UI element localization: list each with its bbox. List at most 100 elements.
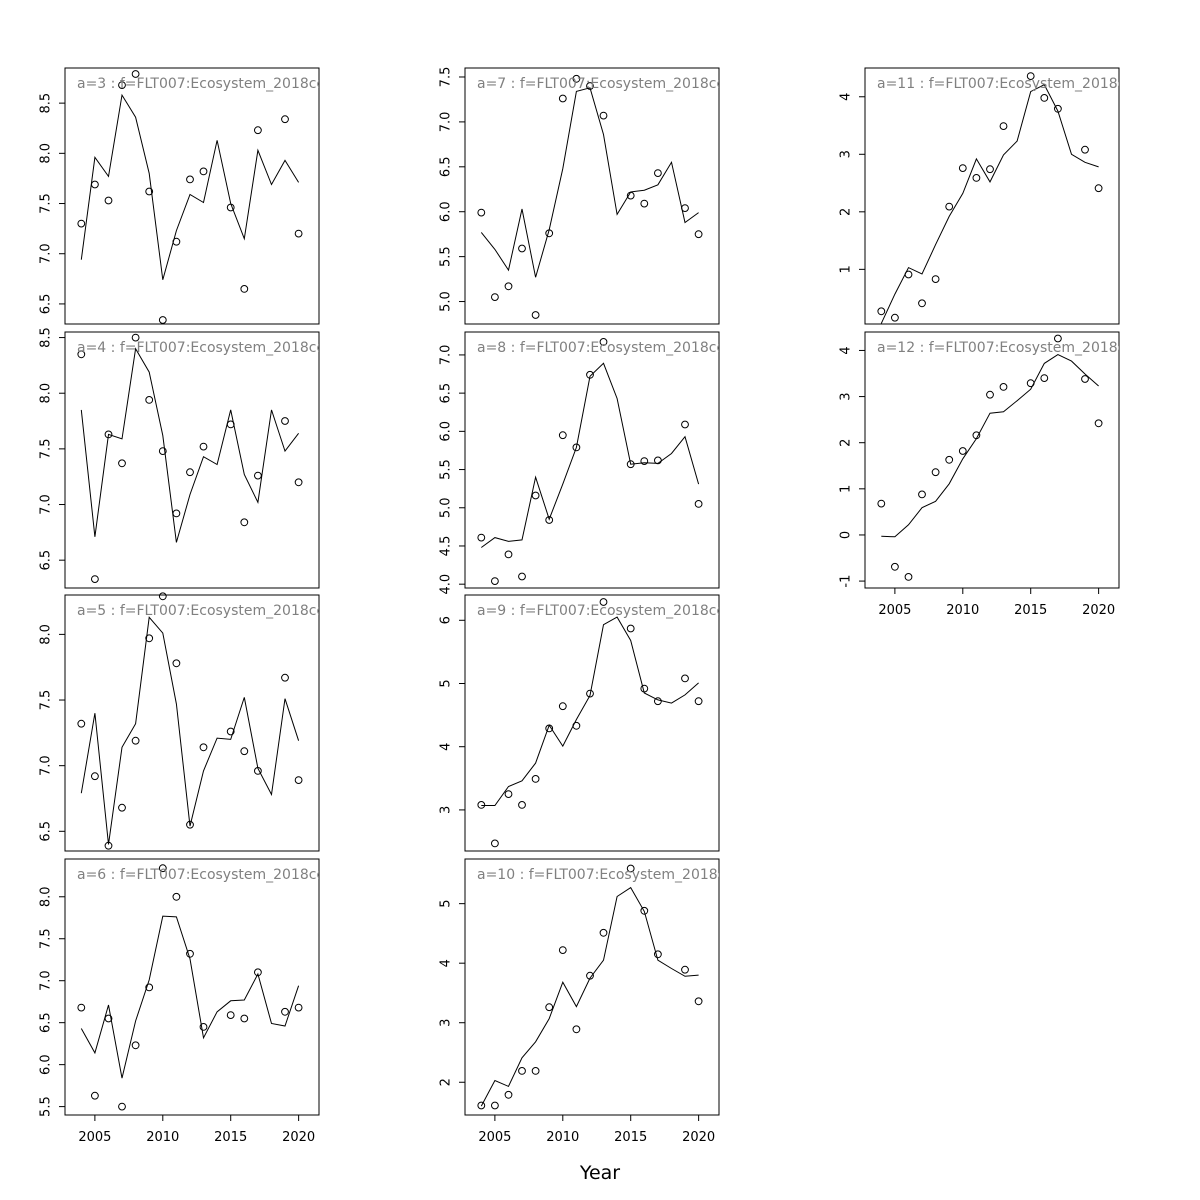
y-tick-label: 7.0 [39, 243, 54, 264]
obs-point [491, 293, 499, 302]
y-tick-label: 6.0 [439, 421, 454, 442]
y-tick-label: 7.0 [439, 345, 454, 366]
obs-point [294, 1003, 303, 1012]
obs-point [118, 1102, 126, 1111]
y-tick-label: 7.5 [39, 690, 54, 711]
obs-point [281, 673, 289, 682]
obs-point [599, 598, 608, 606]
obs-point [958, 164, 967, 173]
obs-point [599, 338, 608, 346]
obs-point [104, 196, 113, 205]
x-tick-label: 2005 [878, 603, 911, 618]
obs-point [1040, 374, 1049, 383]
y-tick-label: 3 [839, 150, 854, 158]
x-tick-label: 2020 [682, 1130, 715, 1145]
panels-group: a=3 : f=FLT007:Ecosystem_2018cor 6.5 7.0 7.… [39, 67, 1140, 1145]
obs-point [118, 803, 126, 812]
fit-line [880, 84, 1099, 324]
obs-point [1054, 104, 1062, 113]
y-tick-label: 5.5 [439, 459, 454, 480]
y-tick-label: 4 [839, 346, 854, 354]
y-tick-label: 6.5 [39, 1012, 54, 1033]
obs-point [477, 208, 486, 217]
y-tick-label: 0 [839, 531, 854, 539]
obs-point [558, 702, 567, 711]
fit-line [481, 616, 699, 806]
fit-line [480, 87, 699, 278]
y-tick-label: 1 [839, 485, 854, 493]
obs-point [877, 499, 886, 508]
obs-point [531, 311, 540, 319]
obs-point [681, 965, 689, 974]
obs-point [226, 727, 235, 736]
obs-point [104, 430, 113, 439]
y-tick-label: 2 [439, 1078, 454, 1086]
panel-5: a=7 : f=FLT007:Ecosystem_2018cor 5.0 5.5 6.… [439, 67, 720, 325]
obs-point [572, 443, 581, 452]
obs-point [681, 420, 689, 429]
panel-frame [864, 67, 1120, 325]
obs-point [999, 383, 1008, 391]
obs-point [1026, 379, 1035, 388]
x-tick-label: 2015 [614, 1130, 647, 1145]
obs-point [640, 906, 649, 915]
panel-frame [64, 331, 320, 589]
y-tick-label: 1 [839, 265, 854, 273]
panel-title: a=6 : f=FLT007:Ecosystem_2018cor [77, 867, 331, 883]
obs-point [986, 390, 994, 399]
y-tick-label: 7.0 [39, 970, 54, 991]
y-tick-label: 7.0 [439, 112, 454, 133]
obs-point [518, 1067, 526, 1075]
obs-point [877, 307, 886, 316]
obs-point [254, 968, 262, 977]
y-tick-label: 2 [839, 208, 854, 216]
obs-point [1081, 375, 1089, 383]
obs-point [586, 689, 594, 698]
panel-title: a=3 : f=FLT007:Ecosystem_2018cor [77, 76, 331, 92]
y-tick-label: 6.5 [439, 383, 454, 404]
y-tick-label: 7.5 [39, 928, 54, 949]
obs-point [158, 864, 167, 873]
obs-point [626, 191, 635, 200]
obs-point [1054, 334, 1062, 343]
obs-point [281, 417, 289, 425]
obs-point [531, 1067, 540, 1075]
panel-frame [64, 858, 320, 1116]
obs-point [640, 457, 649, 466]
obs-point [558, 946, 567, 954]
y-tick-label: 7.5 [39, 193, 54, 214]
obs-point [972, 174, 981, 182]
obs-point [104, 1014, 113, 1023]
obs-point [586, 370, 594, 379]
panel-10: a=12 : f=FLT007:Ecosystem_2018cor -1 0 1 2 3 4… [839, 331, 1120, 618]
obs-point [491, 839, 499, 848]
y-tick-label: 6.5 [439, 156, 454, 177]
obs-point [77, 1003, 86, 1012]
obs-point [240, 747, 249, 756]
y-tick-label: 8.5 [39, 93, 54, 114]
panel-frame [464, 67, 720, 325]
y-tick-label: -1 [839, 575, 854, 588]
panel-frame [64, 594, 320, 852]
obs-point [104, 841, 113, 850]
x-tick-label: 2005 [78, 1130, 111, 1145]
x-tick-label: 2020 [282, 1130, 315, 1145]
obs-point [91, 1091, 99, 1100]
y-tick-label: 8.0 [39, 143, 54, 164]
y-tick-label: 8.5 [39, 327, 54, 348]
obs-point [694, 230, 703, 239]
y-tick-label: 4.0 [439, 574, 454, 595]
y-tick-label: 5.0 [439, 291, 454, 312]
obs-point [1081, 145, 1089, 154]
y-tick-label: 4 [439, 743, 454, 751]
y-tick-label: 7.0 [39, 494, 54, 515]
panel-title: a=11 : f=FLT007:Ecosystem_2018cor [877, 76, 1140, 92]
obs-point [281, 115, 289, 124]
obs-point [118, 81, 126, 89]
obs-point [91, 575, 99, 583]
obs-point [254, 471, 262, 480]
y-tick-label: 5.5 [39, 1096, 54, 1117]
obs-point [586, 82, 594, 90]
obs-point [626, 624, 635, 633]
obs-point [572, 1025, 581, 1034]
